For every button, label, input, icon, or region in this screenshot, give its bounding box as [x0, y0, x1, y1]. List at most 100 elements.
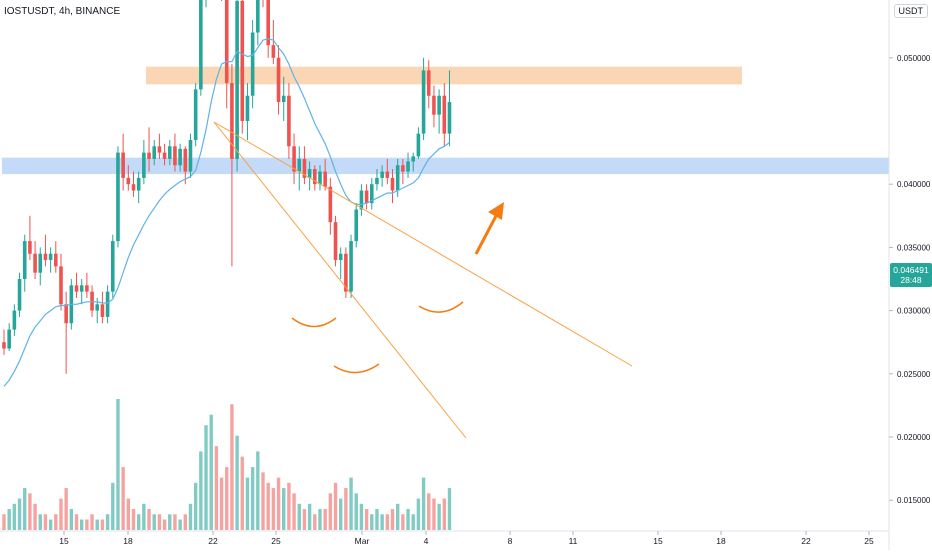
- volume-bar: [142, 503, 146, 530]
- volume-bar: [292, 493, 296, 530]
- volume-bar: [375, 509, 379, 530]
- volume-bar: [100, 519, 105, 530]
- candle-body: [43, 253, 48, 261]
- candle-body: [323, 171, 327, 187]
- volume-bar: [380, 514, 384, 530]
- price-tick-label: 0.050000: [897, 54, 931, 63]
- candle-body: [375, 177, 379, 185]
- volume-bar: [344, 488, 348, 530]
- volume-bar: [121, 467, 125, 530]
- candle-body: [369, 184, 374, 204]
- candle-body: [193, 89, 198, 140]
- volume-bar: [287, 482, 291, 530]
- current-price-text: 0.046491: [893, 265, 929, 275]
- volume-bar: [364, 509, 369, 530]
- volume-bar: [152, 514, 156, 530]
- volume-bar: [193, 482, 198, 530]
- countdown-text: 28:48: [900, 275, 922, 285]
- volume-bar: [116, 399, 120, 530]
- volume-bar: [69, 509, 74, 530]
- candle-body: [292, 146, 296, 172]
- candle-body: [447, 102, 452, 134]
- volume-bar: [447, 488, 452, 530]
- volume-bar: [2, 514, 6, 530]
- left-shoulder-arc: [291, 317, 337, 328]
- candle-body: [281, 95, 286, 103]
- volume-bar: [349, 477, 353, 530]
- volume-bar: [266, 482, 270, 530]
- candle-body: [54, 253, 58, 267]
- candle-body: [276, 57, 281, 103]
- candle-body: [22, 241, 27, 279]
- price-tick-label: 0.040000: [897, 180, 931, 189]
- candle-body: [147, 152, 151, 159]
- candle-body: [178, 148, 182, 166]
- volume-bar: [54, 514, 58, 530]
- candle-body: [302, 158, 307, 178]
- candle-body: [406, 161, 410, 172]
- price-tick-label: 0.030000: [897, 307, 931, 316]
- volume-bar: [64, 488, 68, 530]
- candle-body: [364, 190, 369, 204]
- candle-body: [199, 0, 203, 90]
- volume-bar: [437, 503, 441, 530]
- volume-bar: [33, 503, 37, 530]
- candle-body: [2, 342, 6, 349]
- candle-body: [64, 304, 68, 324]
- time-tick-label: 8: [508, 536, 513, 546]
- candle-body: [318, 171, 322, 185]
- volume-bar: [395, 503, 400, 530]
- candle-body: [167, 146, 172, 159]
- volume-bar: [328, 493, 333, 530]
- candle-body: [437, 95, 441, 115]
- volume-bar: [80, 519, 84, 530]
- time-tick-label: 25: [271, 536, 281, 546]
- candle-body: [126, 177, 131, 185]
- candle-body: [59, 266, 63, 305]
- volume-bar: [354, 493, 358, 530]
- volume-bar: [126, 498, 131, 530]
- volume-bar: [131, 509, 136, 530]
- volume-bar: [214, 446, 219, 530]
- trendline-upper: [213, 121, 633, 367]
- volume-bar: [385, 514, 390, 530]
- candle-body: [121, 152, 125, 178]
- volume-bar: [302, 509, 307, 530]
- price-tick-label: 0.025000: [897, 370, 931, 379]
- candle-body: [116, 152, 120, 242]
- volume-bar: [59, 498, 63, 530]
- volume-bar: [219, 477, 224, 530]
- volume-bar: [276, 477, 281, 530]
- resistance-zone: [146, 66, 742, 85]
- candle-body: [235, 0, 239, 159]
- volume-bar: [390, 509, 395, 530]
- time-tick-label: 22: [801, 536, 811, 546]
- volume-bar: [271, 488, 276, 530]
- candle-body: [426, 70, 431, 96]
- candle-body: [74, 285, 79, 292]
- volume-bar: [411, 514, 415, 530]
- candle-body: [432, 95, 436, 115]
- candle-body: [152, 146, 157, 159]
- volume-bar: [85, 519, 89, 530]
- volume-bar: [245, 477, 250, 530]
- time-tick-label: 15: [59, 536, 69, 546]
- candle-body: [173, 146, 177, 166]
- symbol-title[interactable]: IOSTUSDT, 4h, BINANCE: [4, 6, 121, 17]
- currency-unit-badge[interactable]: USDT: [893, 4, 928, 18]
- volume-bar: [250, 467, 255, 530]
- time-tick-label: 4: [424, 536, 429, 546]
- volume-bar: [7, 509, 11, 530]
- volume-bar: [157, 514, 162, 530]
- candle-body: [157, 146, 162, 153]
- volume-bar: [225, 467, 229, 530]
- volume-bar: [230, 404, 234, 530]
- volume-bar: [183, 514, 187, 530]
- candle-body: [411, 156, 416, 162]
- volume-bar: [406, 509, 410, 530]
- volume-bar: [333, 482, 338, 530]
- volume-bar: [427, 493, 431, 530]
